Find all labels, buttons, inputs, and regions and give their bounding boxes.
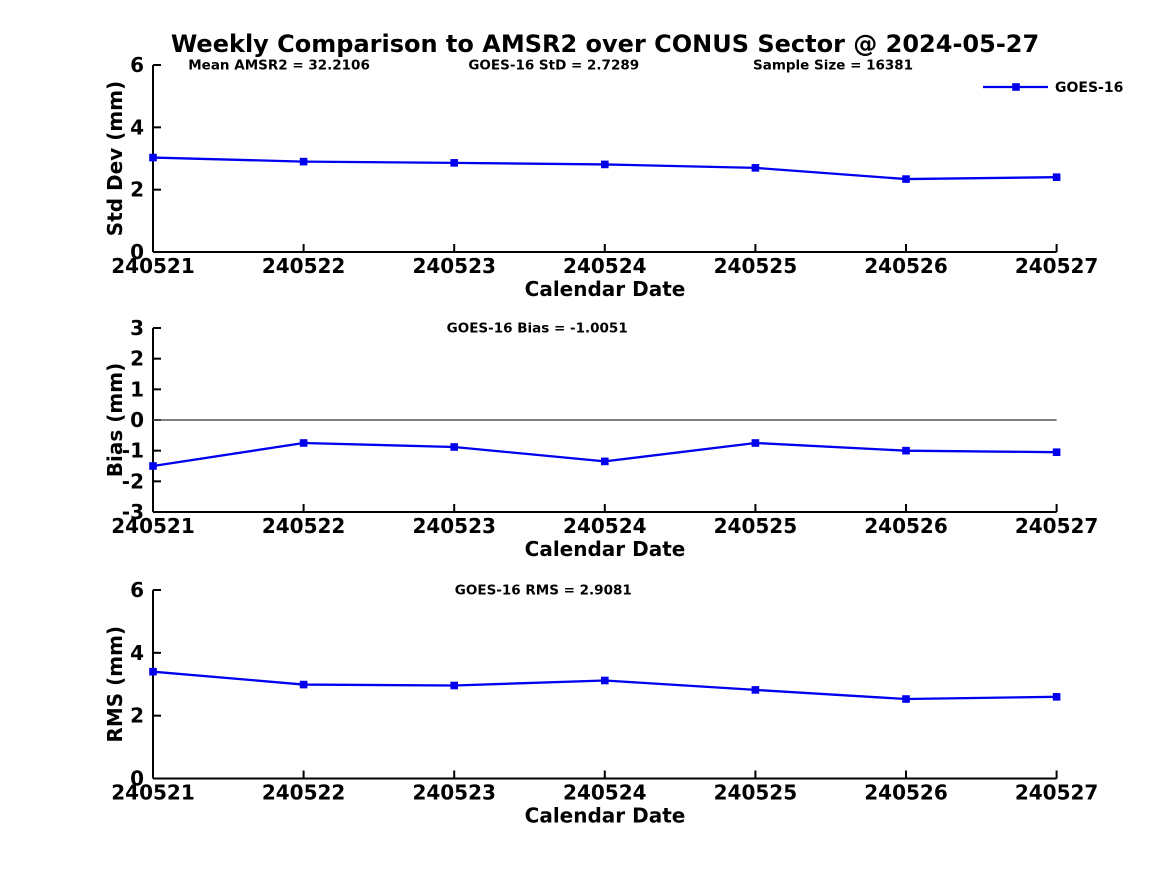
stat-annotation: Sample Size = 16381	[753, 58, 913, 74]
data-point-marker	[1052, 693, 1061, 701]
data-point-marker	[1052, 448, 1061, 456]
data-point-marker	[1052, 173, 1061, 181]
data-point-marker	[751, 439, 760, 447]
data-point-marker	[751, 164, 760, 172]
x-tick-label: 240523	[412, 781, 496, 805]
y-tick-label: -3	[122, 500, 144, 524]
y-tick-label: -1	[122, 439, 144, 463]
x-tick-label: 240527	[1015, 781, 1099, 805]
x-tick-label: 240521	[111, 514, 195, 538]
data-point-marker	[601, 160, 609, 169]
x-axis-label: Calendar Date	[525, 804, 686, 828]
x-tick-label: 240524	[563, 781, 647, 805]
x-tick-label: 240525	[714, 781, 798, 805]
x-tick-label: 240527	[1015, 254, 1099, 278]
x-tick-label: 240526	[864, 781, 948, 805]
subplot-std-dev: 0 2 4 6 240521 240522 240523 240524 240525 240526…	[103, 53, 1123, 301]
y-tick-label: 1	[130, 377, 144, 401]
stat-annotation: GOES-16 StD = 2.7289	[468, 58, 639, 74]
data-point-marker	[601, 457, 609, 466]
y-tick-label: 3	[130, 316, 144, 340]
data-point-marker	[450, 443, 458, 451]
x-tick-label: 240525	[714, 514, 798, 538]
subplot-bias: -3 -2 -1 0 1 2 3 240521 240522 240523 240524 240525…	[103, 316, 1098, 561]
data-point-marker	[902, 446, 910, 455]
y-tick-label: 6	[130, 578, 144, 602]
data-point-marker	[149, 462, 157, 470]
data-point-marker	[149, 667, 157, 676]
x-tick-label: 240521	[111, 254, 195, 278]
x-tick-label: 240523	[412, 254, 496, 278]
data-point-marker	[149, 153, 157, 162]
legend: GOES-16	[983, 80, 1123, 96]
x-tick-label: 240522	[262, 514, 346, 538]
data-point-marker	[601, 676, 609, 685]
y-axis-label: Std Dev (mm)	[103, 81, 127, 236]
data-point-marker	[299, 680, 308, 689]
y-tick-label: 4	[130, 115, 144, 139]
stat-annotation: Mean AMSR2 = 32.2106	[188, 58, 370, 74]
subplot-rms: 0 2 4 6 240521 240522 240523 240524 240525 240526…	[103, 578, 1098, 828]
series-line	[152, 670, 1057, 701]
x-tick-label: 240524	[563, 514, 647, 538]
x-axis-label: Calendar Date	[525, 277, 686, 301]
y-axis-label: RMS (mm)	[103, 626, 127, 743]
x-tick-label: 240522	[262, 781, 346, 805]
data-point-marker	[450, 681, 458, 690]
figure-title: Weekly Comparison to AMSR2 over CONUS Se…	[171, 30, 1039, 58]
y-tick-label: -2	[122, 469, 144, 493]
data-point-marker	[902, 175, 910, 183]
data-point-marker	[450, 159, 458, 167]
x-tick-label: 240526	[864, 254, 948, 278]
y-tick-label: 0	[130, 767, 144, 791]
x-tick-label: 240527	[1015, 514, 1099, 538]
x-tick-label: 240524	[563, 254, 647, 278]
y-tick-label: 6	[130, 53, 144, 77]
x-axis-label: Calendar Date	[525, 537, 686, 561]
data-point-marker	[902, 695, 910, 703]
y-tick-label: 0	[130, 240, 144, 264]
x-tick-label: 240526	[864, 514, 948, 538]
legend-label: GOES-16	[1055, 80, 1123, 96]
y-tick-label: 2	[130, 347, 144, 371]
stat-annotation: GOES-16 RMS = 2.9081	[455, 583, 632, 599]
legend-marker	[1012, 83, 1020, 91]
y-tick-label: 2	[130, 178, 144, 202]
data-point-marker	[299, 439, 308, 447]
stat-annotation: GOES-16 Bias = -1.0051	[447, 321, 628, 337]
y-axis-label: Bias (mm)	[103, 363, 127, 477]
y-tick-label: 4	[130, 641, 144, 665]
x-tick-label: 240521	[111, 781, 195, 805]
x-tick-label: 240522	[262, 254, 346, 278]
data-point-marker	[299, 157, 308, 166]
x-tick-label: 240523	[412, 514, 496, 538]
data-point-marker	[751, 686, 760, 694]
y-tick-label: 2	[130, 704, 144, 728]
y-tick-label: 0	[130, 408, 144, 432]
x-tick-label: 240525	[714, 254, 798, 278]
